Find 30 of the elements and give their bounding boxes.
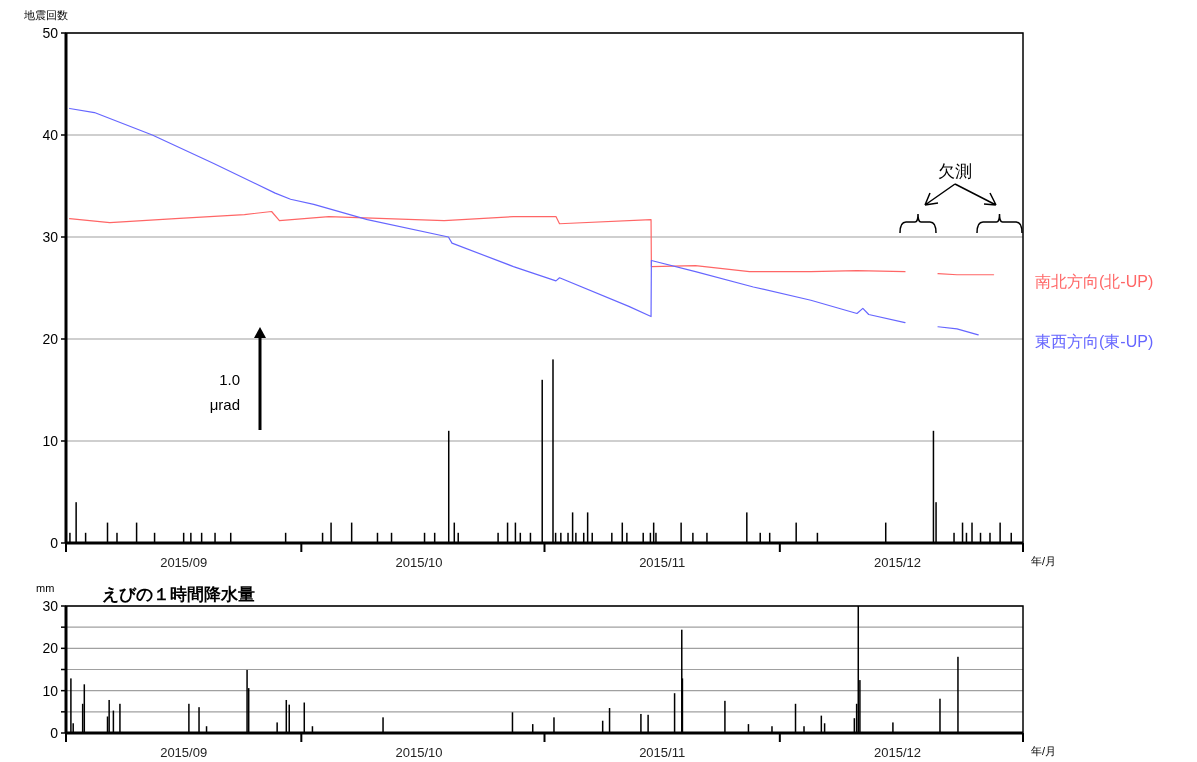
x-tick-label: 2015/11 [639, 745, 686, 760]
y-axis-title: mm [36, 582, 55, 594]
y-tick-label: 30 [42, 229, 59, 245]
y-tick-label: 20 [42, 331, 59, 347]
y-tick-label: 50 [42, 25, 59, 41]
annotation: μrad [209, 396, 240, 413]
x-tick-label: 2015/12 [873, 555, 921, 570]
x-tick-label: 2015/09 [160, 555, 208, 570]
y-tick-label: 0 [50, 535, 59, 551]
x-tick-label: 2015/12 [873, 745, 921, 760]
x-tick-label: 2015/10 [395, 745, 443, 760]
x-tick-label: 2015/11 [639, 555, 686, 570]
y-tick-label: 10 [42, 433, 59, 449]
annotation: 欠測 [938, 162, 972, 181]
text: 東西方向(東-UP) [1035, 332, 1154, 350]
y-axis-title: 地震回数 [23, 9, 68, 21]
annotation: 1.0 [219, 371, 240, 388]
x-tick-label: 2015/10 [395, 555, 443, 570]
line-series [69, 107, 906, 324]
y-tick-label: 20 [42, 640, 59, 657]
y-tick-label: 0 [50, 725, 59, 741]
x-tick-label: 2015/09 [160, 745, 208, 760]
text: 南北方向(北-UP) [1035, 272, 1154, 290]
y-tick-label: 10 [42, 682, 59, 699]
line-series [69, 210, 906, 273]
x-axis-title: 年/月 [1031, 745, 1057, 757]
y-tick-label: 40 [42, 127, 59, 143]
x-axis-title: 年/月 [1031, 555, 1057, 567]
chart-title: えびの１時間降水量 [102, 585, 255, 604]
y-tick-label: 30 [42, 598, 59, 614]
